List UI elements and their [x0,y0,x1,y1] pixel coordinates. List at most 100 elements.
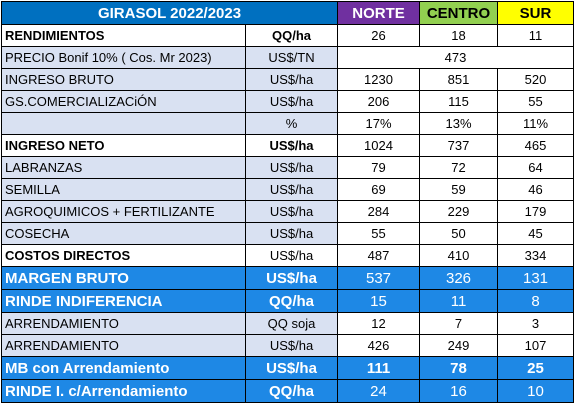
value-sur: 46 [497,178,574,201]
value-sur: 64 [497,156,574,179]
value-centro: 229 [419,200,499,223]
column-header-norte: NORTE [337,1,421,25]
value-centro: 16 [419,379,499,403]
value-sur: 25 [497,356,574,380]
row-label: ARRENDAMIENTO [1,334,246,357]
table-row-semilla: SEMILLA US$/ha 69 59 46 [1,178,574,201]
value-norte: 487 [337,244,421,267]
table-row-margen-bruto: MARGEN BRUTO US$/ha 537 326 131 [1,266,574,290]
row-label: MARGEN BRUTO [1,266,246,290]
value-norte: 55 [337,222,421,245]
row-label: SEMILLA [1,178,246,201]
table-row-mb-con-arrendamiento: MB con Arrendamiento US$/ha 111 78 25 [1,356,574,380]
table-row-arrendamiento-qq: ARRENDAMIENTO QQ soja 12 7 3 [1,312,574,335]
row-unit: % [244,112,339,135]
value-sur: 8 [497,289,574,313]
value-sur: 11% [497,112,574,135]
table-row-ingreso-bruto: INGRESO BRUTO US$/ha 1230 851 520 [1,68,574,91]
row-unit: QQ/ha [244,289,339,313]
value-norte: 111 [337,356,421,380]
table-row-ingreso-neto: INGRESO NETO US$/ha 1024 737 465 [1,134,574,157]
value-centro: 72 [419,156,499,179]
row-label: COSTOS DIRECTOS [1,244,246,267]
row-unit: US$/ha [244,178,339,201]
value-norte: 1230 [337,68,421,91]
value-sur: 107 [497,334,574,357]
value-centro: 851 [419,68,499,91]
header-row: GIRASOL 2022/2023 NORTE CENTRO SUR [0,1,574,25]
table-row-costos-directos: COSTOS DIRECTOS US$/ha 487 410 334 [1,244,574,267]
value-sur: 10 [497,379,574,403]
value-centro: 18 [419,24,499,47]
row-unit: QQ soja [244,312,339,335]
value-norte: 537 [337,266,421,290]
value-merged-price: 473 [337,46,574,69]
row-unit: US$/ha [244,200,339,223]
value-centro: 78 [419,356,499,380]
value-norte: 284 [337,200,421,223]
value-norte: 426 [337,334,421,357]
value-sur: 520 [497,68,574,91]
column-header-sur: SUR [497,1,574,25]
row-unit: US$/ha [244,134,339,157]
row-unit: QQ/ha [244,379,339,403]
column-header-centro: CENTRO [419,1,499,25]
value-norte: 24 [337,379,421,403]
row-label [1,112,246,135]
girasol-margin-table: GIRASOL 2022/2023 NORTE CENTRO SUR RENDI… [0,1,574,403]
row-label: COSECHA [1,222,246,245]
row-unit: US$/ha [244,222,339,245]
table-row-labranzas: LABRANZAS US$/ha 79 72 64 [1,156,574,179]
value-centro: 11 [419,289,499,313]
row-label: GS.COMERCIALIZACiÓN [1,90,246,113]
row-label: RENDIMIENTOS [1,24,246,47]
row-label: AGROQUIMICOS + FERTILIZANTE [1,200,246,223]
row-unit: US$/ha [244,244,339,267]
row-label: MB con Arrendamiento [1,356,246,380]
table-row-gs-comercializacion: GS.COMERCIALIZACiÓN US$/ha 206 115 55 [1,90,574,113]
value-norte: 26 [337,24,421,47]
table-row-rinde-con-arrendamiento: RINDE I. c/Arrendamiento QQ/ha 24 16 10 [1,379,574,403]
value-norte: 69 [337,178,421,201]
value-sur: 3 [497,312,574,335]
row-label: INGRESO NETO [1,134,246,157]
table-row-rinde-indiferencia: RINDE INDIFERENCIA QQ/ha 15 11 8 [1,289,574,313]
row-label: ARRENDAMIENTO [1,312,246,335]
value-sur: 11 [497,24,574,47]
row-unit: US$/ha [244,334,339,357]
table-row-cosecha: COSECHA US$/ha 55 50 45 [1,222,574,245]
value-sur: 55 [497,90,574,113]
row-label: RINDE I. c/Arrendamiento [1,379,246,403]
value-norte: 79 [337,156,421,179]
value-centro: 326 [419,266,499,290]
row-unit: US$/ha [244,90,339,113]
row-unit: US$/ha [244,356,339,380]
row-unit: US$/ha [244,266,339,290]
value-sur: 179 [497,200,574,223]
value-centro: 737 [419,134,499,157]
table-row-precio: PRECIO Bonif 10% ( Cos. Mr 2023) US$/TN … [1,46,574,69]
value-centro: 115 [419,90,499,113]
value-norte: 12 [337,312,421,335]
value-sur: 131 [497,266,574,290]
value-centro: 410 [419,244,499,267]
table-row-arrendamiento-usd: ARRENDAMIENTO US$/ha 426 249 107 [1,334,574,357]
row-unit: US$/TN [244,46,339,69]
value-norte: 17% [337,112,421,135]
table-row-percent: % 17% 13% 11% [1,112,574,135]
value-sur: 45 [497,222,574,245]
value-centro: 7 [419,312,499,335]
value-centro: 13% [419,112,499,135]
row-label: LABRANZAS [1,156,246,179]
value-norte: 1024 [337,134,421,157]
row-unit: US$/ha [244,156,339,179]
value-sur: 465 [497,134,574,157]
value-centro: 59 [419,178,499,201]
value-norte: 206 [337,90,421,113]
row-label: PRECIO Bonif 10% ( Cos. Mr 2023) [1,46,246,69]
value-norte: 15 [337,289,421,313]
row-unit: QQ/ha [244,24,339,47]
table-title: GIRASOL 2022/2023 [0,1,339,25]
table-row-agroquimicos: AGROQUIMICOS + FERTILIZANTE US$/ha 284 2… [1,200,574,223]
row-label: RINDE INDIFERENCIA [1,289,246,313]
